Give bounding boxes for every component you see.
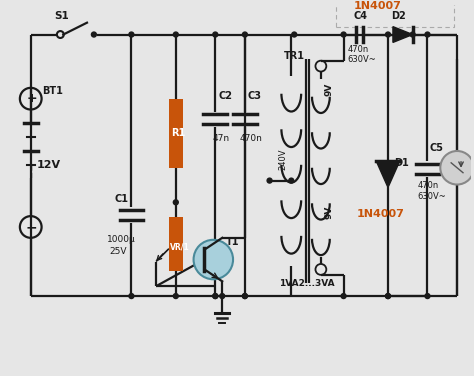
Circle shape bbox=[292, 32, 297, 37]
Circle shape bbox=[341, 32, 346, 37]
Text: 470n: 470n bbox=[240, 134, 263, 143]
Circle shape bbox=[440, 151, 474, 185]
Text: C5: C5 bbox=[429, 143, 444, 153]
Text: T1: T1 bbox=[226, 237, 240, 247]
Circle shape bbox=[173, 294, 178, 299]
Circle shape bbox=[213, 294, 218, 299]
Circle shape bbox=[267, 178, 272, 183]
Text: TR1: TR1 bbox=[284, 51, 305, 61]
Text: C4: C4 bbox=[354, 11, 367, 21]
Text: −: − bbox=[26, 220, 37, 234]
Circle shape bbox=[129, 32, 134, 37]
Text: D1: D1 bbox=[394, 158, 409, 168]
Circle shape bbox=[193, 240, 233, 279]
Text: 470n: 470n bbox=[418, 182, 439, 191]
Circle shape bbox=[425, 294, 430, 299]
Polygon shape bbox=[393, 27, 413, 42]
Text: 630V~: 630V~ bbox=[418, 193, 447, 201]
Circle shape bbox=[385, 32, 391, 37]
Text: 1N4007: 1N4007 bbox=[356, 209, 404, 219]
Text: 25V: 25V bbox=[109, 247, 127, 256]
Text: 9V: 9V bbox=[325, 82, 334, 96]
Circle shape bbox=[410, 32, 415, 37]
FancyBboxPatch shape bbox=[169, 217, 182, 271]
Text: 9V: 9V bbox=[325, 206, 334, 219]
Text: D2: D2 bbox=[391, 11, 406, 21]
Circle shape bbox=[242, 294, 247, 299]
Circle shape bbox=[425, 32, 430, 37]
Text: VR/1: VR/1 bbox=[170, 243, 190, 252]
Circle shape bbox=[220, 294, 225, 299]
Text: BT1: BT1 bbox=[43, 86, 64, 96]
Text: S1: S1 bbox=[55, 11, 69, 21]
Circle shape bbox=[385, 294, 391, 299]
Text: 630V~: 630V~ bbox=[347, 55, 376, 64]
Text: 1000μ: 1000μ bbox=[107, 235, 136, 244]
Text: 240V: 240V bbox=[278, 148, 287, 170]
Text: C2: C2 bbox=[218, 91, 232, 101]
Circle shape bbox=[289, 178, 294, 183]
Text: 1N4007: 1N4007 bbox=[354, 1, 401, 11]
Circle shape bbox=[242, 32, 247, 37]
Circle shape bbox=[341, 294, 346, 299]
Text: R1: R1 bbox=[171, 128, 185, 138]
Circle shape bbox=[91, 32, 96, 37]
Circle shape bbox=[242, 294, 247, 299]
Text: 1VA2...3VA: 1VA2...3VA bbox=[280, 279, 335, 288]
Text: 470n: 470n bbox=[347, 45, 369, 54]
Polygon shape bbox=[376, 161, 400, 188]
Circle shape bbox=[173, 32, 178, 37]
Circle shape bbox=[213, 294, 218, 299]
Text: +: + bbox=[27, 92, 37, 105]
Circle shape bbox=[129, 294, 134, 299]
Circle shape bbox=[173, 200, 178, 205]
Circle shape bbox=[385, 294, 391, 299]
Text: 47n: 47n bbox=[212, 134, 229, 143]
Text: C3: C3 bbox=[248, 91, 262, 101]
Text: 12V: 12V bbox=[36, 160, 61, 170]
FancyBboxPatch shape bbox=[169, 99, 182, 168]
Circle shape bbox=[213, 32, 218, 37]
Text: C1: C1 bbox=[115, 194, 128, 204]
